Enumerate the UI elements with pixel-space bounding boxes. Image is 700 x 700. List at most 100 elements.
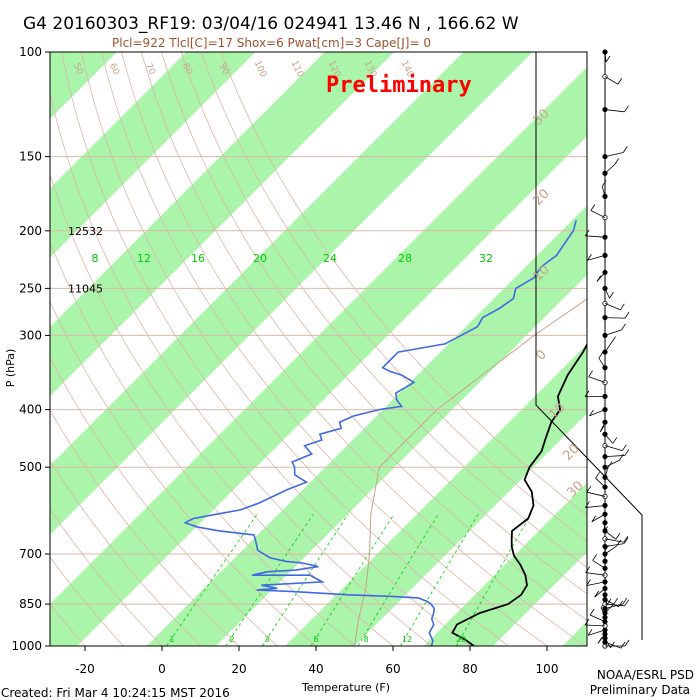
- dry-adiabat: [50, 300, 317, 646]
- y-tick-700: 700: [19, 547, 42, 561]
- wind-barb-flag: [618, 600, 623, 608]
- wind-barb-point: [602, 300, 608, 307]
- isotherm-label: 20: [530, 186, 552, 208]
- chart-title: G4 20160303_RF19: 03/04/16 024941 13.46 …: [23, 14, 519, 34]
- wind-barb-shaft: [604, 76, 619, 85]
- wind-barb-shaft: [591, 513, 606, 523]
- wind-barb-flag: [619, 454, 624, 461]
- height-label: 12532: [68, 225, 103, 238]
- dry-adiabat: [50, 173, 394, 646]
- wind-barb-point: [602, 285, 608, 291]
- wind-barb-flag: [587, 254, 592, 261]
- wind-barb-flag: [613, 597, 619, 605]
- wind-barb-flag: [585, 501, 590, 508]
- wind-barb-shaft: [604, 433, 614, 444]
- wind-barb-flag: [606, 598, 612, 605]
- wind-barb-flag: [601, 180, 607, 187]
- wind-barb-flag: [584, 390, 590, 397]
- dry-adiabat-label: 80: [180, 62, 194, 77]
- wind-barb-flag: [586, 485, 592, 493]
- y-tick-500: 500: [19, 460, 42, 474]
- wind-barb-shaft: [604, 164, 615, 174]
- wind-barb-flag: [624, 599, 630, 607]
- wind-barb-shaft: [604, 317, 625, 319]
- height-label: 11045: [68, 282, 103, 295]
- x-tick-20: 20: [231, 662, 246, 676]
- mixing-ratio-label: 5: [313, 635, 318, 644]
- x-tick-100: 100: [536, 662, 559, 676]
- wind-barb-shaft: [585, 572, 606, 576]
- dry-adiabat-label: 90: [217, 62, 231, 77]
- wind-barb-flag: [612, 437, 618, 444]
- wind-barb-flag: [620, 641, 626, 649]
- wind-barb-shaft: [604, 594, 608, 605]
- wind-barb-shaft: [589, 614, 606, 623]
- mixing-ratio-line: [357, 513, 439, 646]
- wind-barb-flag: [614, 158, 620, 165]
- wind-barb-flag: [621, 323, 626, 331]
- y-axis-label: P (hPa): [4, 349, 17, 388]
- wind-barb-shaft: [604, 342, 612, 353]
- dry-adiabat: [161, 52, 587, 595]
- isotherm-bands: [50, 52, 587, 646]
- dry-adiabat: [50, 508, 163, 646]
- wind-barb-flag: [598, 351, 604, 359]
- mixing-ratio-label: 1: [169, 635, 174, 644]
- footer-preliminary: Preliminary Data: [590, 683, 690, 697]
- x-tick-80: 80: [462, 662, 477, 676]
- wind-barb-flag: [584, 229, 590, 237]
- mixing-ratio-label: 3: [264, 635, 269, 644]
- preliminary-watermark: Preliminary: [326, 73, 472, 98]
- mixing-ratio-label: 20: [456, 635, 466, 644]
- x-axis-label: Temperature (F): [301, 681, 390, 694]
- wind-barb-flag: [599, 425, 605, 433]
- mixing-ratio-line: [310, 513, 395, 646]
- mixing-ratio-line: [166, 513, 258, 646]
- mixing-ratio-label: 12: [402, 635, 412, 644]
- wind-barb-flag: [595, 471, 600, 479]
- parcel-curve: [354, 298, 587, 646]
- mixing-ratio-line: [400, 513, 479, 646]
- wind-barb-shaft: [589, 409, 606, 417]
- wind-barb-flag: [610, 641, 615, 648]
- wind-barb-flag: [588, 370, 593, 377]
- y-tick-300: 300: [19, 328, 42, 342]
- wind-barb-shaft: [604, 459, 620, 468]
- wind-barb-flag: [597, 637, 603, 644]
- dry-adiabat: [220, 52, 587, 516]
- mixing-ratio-lines: [166, 513, 532, 646]
- dry-adiabat: [101, 52, 548, 646]
- wind-barb-shaft: [594, 588, 606, 598]
- y-tick-100: 100: [19, 45, 42, 59]
- wind-barb-flag: [589, 608, 595, 616]
- dry-adiabat: [121, 52, 586, 646]
- isotherm-label: 20: [560, 441, 582, 463]
- wind-barb-flag: [592, 554, 598, 561]
- wind-barb-flag: [623, 536, 629, 543]
- wind-barb-flag: [584, 618, 590, 626]
- moist-adiabat: [354, 298, 587, 646]
- dry-adiabat: [50, 409, 240, 646]
- mixing-ratio-label: 8: [92, 252, 99, 265]
- y-tick-200: 200: [19, 224, 42, 238]
- x-tick--20: -20: [75, 662, 95, 676]
- wind-barb-shaft: [604, 303, 621, 311]
- wind-barb-shaft: [603, 522, 606, 533]
- x-tick-60: 60: [385, 662, 400, 676]
- wind-barb-shaft: [588, 376, 606, 383]
- series-temperature: [451, 342, 587, 646]
- isotherm-band: [50, 52, 533, 535]
- wind-barb-flag: [589, 409, 594, 417]
- mixing-ratio-label: 8: [363, 635, 368, 644]
- wind-barb-shaft: [585, 624, 606, 627]
- footer-org: NOAA/ESRL PSD: [597, 668, 694, 682]
- mixing-ratio-label: 20: [253, 252, 267, 265]
- wind-barb-shaft: [604, 545, 617, 555]
- wind-barb-shaft: [604, 530, 617, 540]
- mixing-ratio-label: 2: [229, 635, 234, 644]
- wind-barb-flag: [624, 105, 629, 113]
- isobar-lines: [50, 52, 587, 646]
- wind-panel-outline: [535, 52, 643, 640]
